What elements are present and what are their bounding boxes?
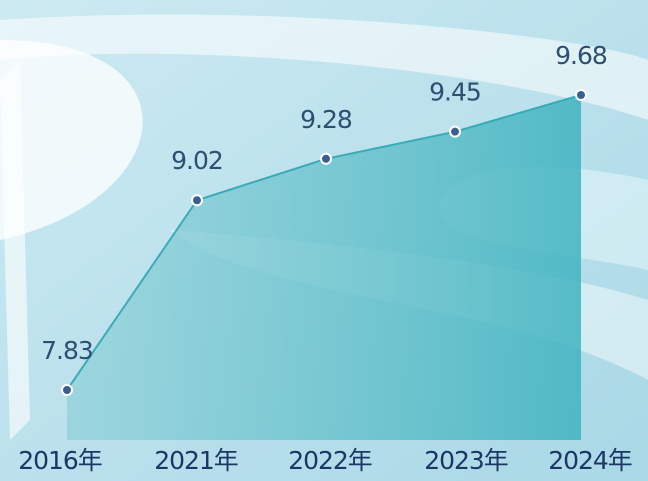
swoosh: [0, 14, 648, 121]
data-label: 7.83: [41, 336, 93, 365]
data-label: 9.02: [171, 146, 223, 175]
swoosh: [0, 40, 143, 240]
x-tick-label: 2021年: [154, 446, 238, 475]
point: [191, 194, 203, 207]
point: [575, 89, 587, 101]
data-label: 9.45: [429, 78, 481, 107]
x-tick-label: 2016年: [18, 446, 102, 475]
point: [449, 125, 461, 138]
point: [61, 384, 73, 396]
data-label: 9.68: [555, 41, 607, 70]
point: [320, 152, 332, 165]
swoosh: [0, 60, 30, 440]
plot: 7.83 2016年 9.02 2021年 9.28 2022年 9.45 2023年 9.68…: [18, 41, 633, 475]
data-label: 9.28: [300, 105, 352, 134]
x-tick-label: 2022年: [288, 446, 372, 475]
x-tick-label: 2023年: [424, 446, 508, 475]
x-tick-label: 2024年: [548, 446, 632, 475]
area: [67, 95, 581, 440]
